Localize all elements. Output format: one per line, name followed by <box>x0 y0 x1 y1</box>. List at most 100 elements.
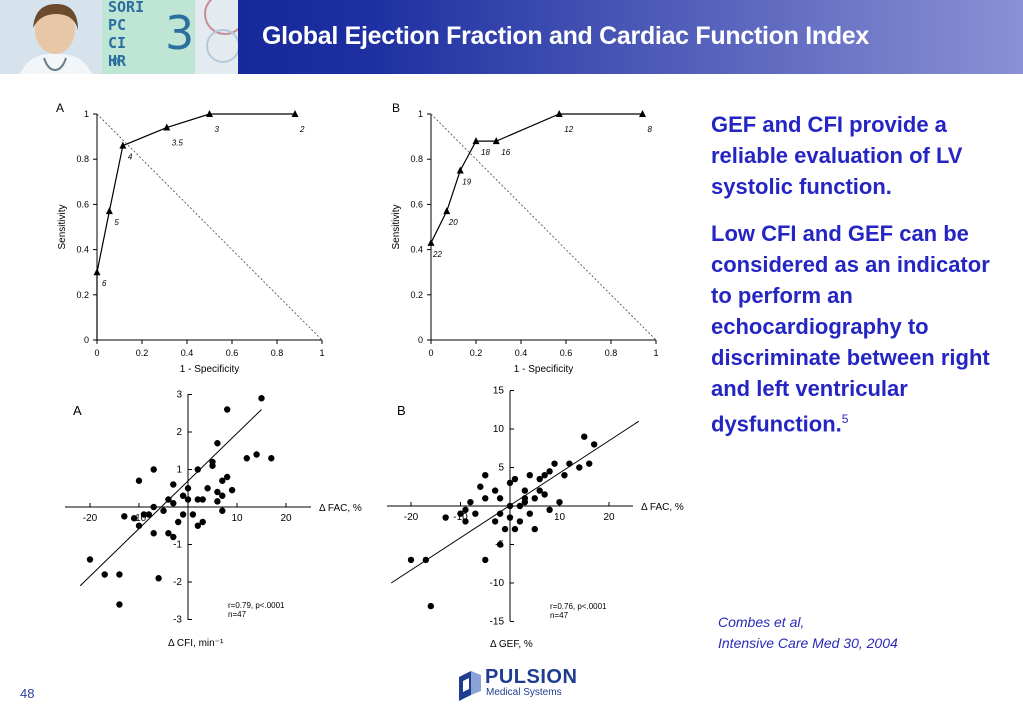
scatter-point <box>482 556 489 564</box>
scatter-point <box>121 513 128 520</box>
roc-a-label: A <box>56 101 65 115</box>
scatter-point <box>407 556 415 564</box>
scatter-point <box>442 514 449 521</box>
text-para-2: Low CFI and GEF can be considered as an … <box>711 218 1001 439</box>
scatter-point <box>506 502 514 510</box>
scatter-point <box>209 458 216 466</box>
scatter-point <box>511 525 519 533</box>
x-tick-label: 0.8 <box>605 348 618 358</box>
x-tick-label: 0.6 <box>226 348 239 358</box>
scatter-point <box>472 510 479 517</box>
scatter-point <box>516 502 524 510</box>
x-tick-label: 10 <box>231 513 243 524</box>
y-tick-label: 0.2 <box>410 290 423 300</box>
x-axis-title: Δ FAC, % <box>319 503 362 514</box>
scatter-point <box>253 451 260 458</box>
scatter-point <box>581 433 588 440</box>
scatter-point <box>546 506 553 514</box>
roc-point-label: 8 <box>648 125 653 134</box>
roc-point <box>105 207 113 215</box>
x-tick-label: -10 <box>132 513 147 524</box>
monitor-big-number: 3 <box>165 6 195 60</box>
scatter-point <box>155 575 162 582</box>
scatter-point <box>536 487 543 494</box>
roc-curve <box>96 113 295 340</box>
y-tick-label: 0.8 <box>410 154 423 164</box>
scatter-point <box>150 530 157 537</box>
scatter-point <box>422 556 430 564</box>
x-axis-title: 1 - Specificity <box>180 364 239 375</box>
scatter-point <box>501 525 509 533</box>
scatter-point <box>427 602 434 610</box>
roc-b-label: B <box>392 101 401 115</box>
slide-title: Global Ejection Fraction and Cardiac Fun… <box>262 22 870 50</box>
scatter-a-label: A <box>73 403 82 418</box>
y-tick-label: 10 <box>493 424 505 435</box>
scatter-point <box>189 511 197 518</box>
scatter-b-label: B <box>397 403 406 418</box>
roc-point <box>427 238 435 246</box>
roc-point-label: 19 <box>462 178 471 187</box>
x-tick-label: 20 <box>280 513 292 524</box>
scatter-point <box>546 468 553 475</box>
scatter-point <box>462 518 469 525</box>
scatter-point <box>194 466 201 473</box>
scatter-point <box>140 511 148 518</box>
scatter-point <box>566 460 573 467</box>
scatter-point <box>556 498 563 506</box>
scatter-point <box>536 475 543 483</box>
y-tick-label: 3 <box>176 390 182 401</box>
roc-point-label: 3 <box>215 125 220 134</box>
y-tick-label: 0.8 <box>76 154 89 164</box>
monitor-line: HR <box>108 52 127 70</box>
y-tick-label: -10 <box>490 578 505 589</box>
roc-chart-a: 0 0.2 0.4 0.6 0.8 1 0 0.2 0.4 0.6 0.8 1 6 5 4 3.5 3 2 1 - … <box>57 109 325 375</box>
scatter-point <box>170 500 177 507</box>
roc-point <box>555 110 563 117</box>
scatter-point <box>179 511 187 518</box>
text-para-2-body: Low CFI and GEF can be considered as an … <box>711 221 990 437</box>
scatter-point <box>214 498 221 505</box>
scatter-point <box>150 466 157 473</box>
scatter-point <box>228 486 236 494</box>
roc-point-label: 22 <box>432 250 442 259</box>
roc-point-label: 6 <box>102 279 107 288</box>
scatter-chart-a: -20 -10 10 20 -3 -2 -1 1 2 3 Δ FAC, % Δ CFI, min⁻¹ r… <box>65 390 362 649</box>
x-tick-label: 0.6 <box>560 348 573 358</box>
x-tick-label: 0.2 <box>136 348 149 358</box>
roc-point <box>291 110 299 117</box>
y-tick-label: 1 <box>418 109 423 119</box>
y-tick-label: 0.6 <box>410 199 423 209</box>
scatter-point <box>541 472 548 479</box>
y-tick-label: 15 <box>493 386 505 397</box>
scatter-point <box>219 492 226 499</box>
x-tick-label: -20 <box>404 512 419 523</box>
stat-n-value: n=47 <box>550 611 569 620</box>
roc-point-label: 20 <box>448 218 458 227</box>
scatter-point <box>491 518 499 525</box>
logo-wordmark: PULSION <box>485 666 578 688</box>
y-axis-title: Δ CFI, min⁻¹ <box>168 638 224 649</box>
x-tick-label: 0.4 <box>515 348 528 358</box>
scatter-point <box>541 491 548 498</box>
monitor-line: CI <box>108 34 127 52</box>
y-tick-label: 1 <box>176 465 182 476</box>
reference-diagonal <box>96 113 323 341</box>
x-tick-label: 0 <box>94 348 99 358</box>
reference-diagonal <box>430 113 657 341</box>
scatter-point <box>511 475 519 483</box>
scatter-point <box>590 441 598 448</box>
x-tick-label: 0.2 <box>470 348 483 358</box>
scatter-point <box>204 485 211 492</box>
x-axis-title: Δ FAC, % <box>641 502 684 513</box>
x-tick-label: 10 <box>554 512 566 523</box>
logo-subtitle: Medical Systems <box>486 687 562 698</box>
scatter-point <box>551 460 558 467</box>
roc-point-label: 2 <box>299 125 305 134</box>
scatter-point <box>214 488 221 496</box>
scatter-point <box>521 487 529 494</box>
scatter-point <box>531 525 538 533</box>
scatter-point <box>586 460 593 467</box>
scatter-point <box>199 496 206 503</box>
